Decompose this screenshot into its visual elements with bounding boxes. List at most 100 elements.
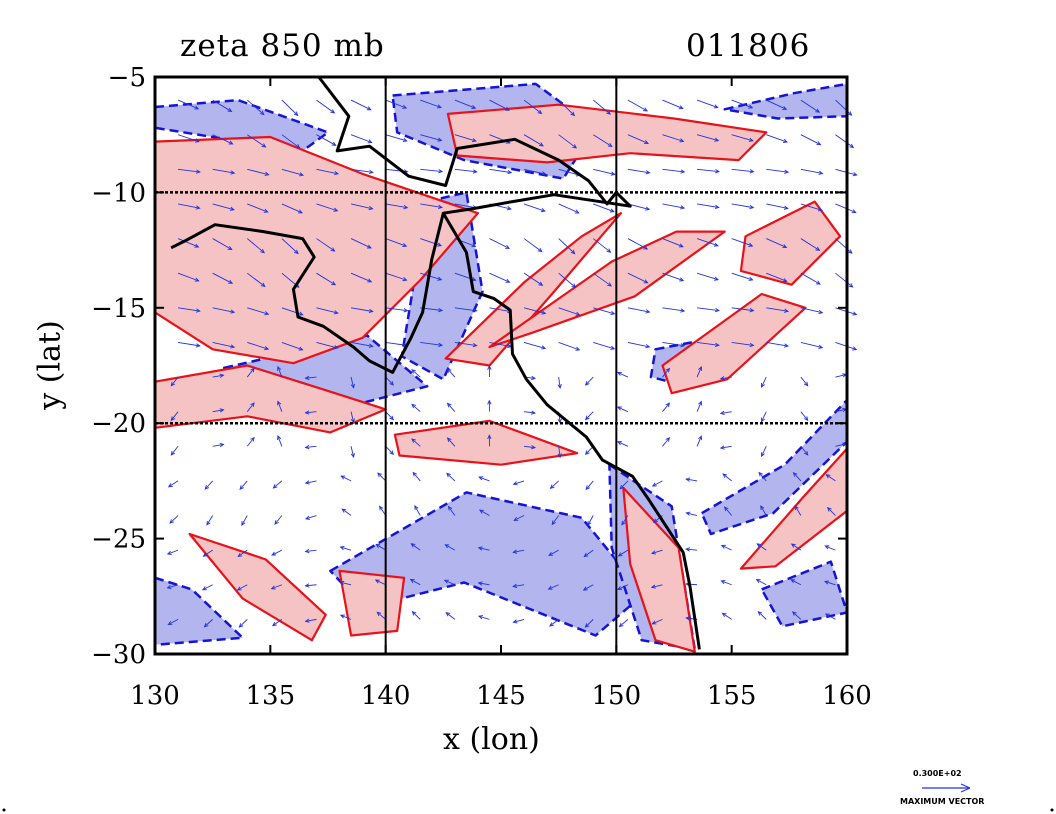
wind-vector-head	[538, 281, 544, 286]
wind-vector-head	[748, 137, 754, 142]
wind-vector	[523, 168, 546, 175]
wind-vector-head	[619, 484, 625, 490]
wind-vector-head	[584, 381, 590, 386]
wind-vector-head	[547, 585, 553, 590]
wind-vector	[350, 272, 372, 283]
wind-vector-head	[784, 308, 790, 313]
wind-vector-head	[238, 623, 244, 628]
wind-vector	[558, 446, 561, 458]
axis-ticks	[154, 76, 848, 655]
wind-vector	[835, 408, 847, 413]
wind-vector	[766, 307, 789, 312]
wind-vector-head	[643, 245, 649, 250]
wind-vector	[724, 506, 733, 516]
positive-vorticity-contour	[446, 103, 768, 164]
wind-vector-head	[761, 417, 765, 423]
wind-vector	[731, 238, 753, 247]
wind-vector-head	[616, 441, 622, 446]
wind-vector-head	[537, 109, 543, 115]
wind-vector-head	[685, 477, 691, 482]
wind-vector-head	[368, 308, 374, 314]
wind-vector-head	[680, 308, 686, 313]
wind-vector	[825, 545, 836, 551]
wind-vector	[478, 615, 490, 620]
wind-vector-head	[376, 611, 382, 617]
wind-vector-head	[339, 614, 345, 619]
wind-vector	[585, 376, 594, 386]
wind-vector	[835, 238, 853, 254]
wind-vector	[549, 619, 559, 627]
wind-vector-head	[749, 342, 755, 348]
wind-vector	[350, 238, 372, 249]
wind-vector-head	[304, 480, 310, 485]
wind-vector	[448, 506, 456, 516]
wind-vector-head	[782, 105, 788, 110]
wind-vector	[587, 515, 594, 526]
wind-vector-head	[685, 616, 691, 621]
wind-vector-head	[166, 550, 172, 555]
wind-vector	[316, 341, 338, 349]
wind-vector-head	[616, 371, 622, 376]
wind-vector	[761, 411, 767, 422]
wind-vector-head	[304, 618, 310, 623]
wind-vector	[454, 134, 477, 142]
wind-vector-head	[389, 450, 394, 455]
wind-vector	[722, 612, 732, 620]
wind-vector-head	[411, 610, 417, 616]
wind-vector	[593, 341, 615, 350]
wind-vector-head	[757, 611, 763, 616]
wind-vector-head	[818, 309, 824, 315]
wind-vector-head	[477, 581, 483, 586]
wind-vector-head	[411, 438, 416, 443]
wind-vector-head	[472, 342, 478, 348]
negative-vorticity-contour	[153, 576, 244, 647]
wind-vector	[489, 99, 510, 111]
wind-vector-head	[264, 171, 270, 176]
wind-vector	[204, 619, 213, 628]
wind-vector	[274, 515, 283, 525]
wind-vector	[247, 168, 269, 176]
wind-vector-head	[606, 110, 612, 115]
y-axis-label: y (lat)	[32, 320, 68, 410]
wind-vector	[246, 272, 266, 287]
wind-vector-head	[350, 452, 355, 458]
wind-vector-head	[616, 406, 622, 411]
wind-vector-head	[402, 277, 408, 282]
wind-vector-head	[402, 137, 408, 143]
wind-vector-head	[760, 505, 765, 511]
wind-vector	[558, 376, 561, 389]
wind-vector-head	[507, 169, 513, 175]
wind-vector-head	[685, 547, 691, 552]
x-tick-label: 140	[361, 681, 411, 711]
wind-vector-head	[650, 550, 657, 555]
wind-vector-head	[446, 472, 451, 478]
wind-vector-head	[851, 209, 857, 214]
wind-vector	[168, 480, 179, 488]
wind-vector	[662, 341, 685, 347]
wind-vector	[619, 480, 629, 490]
wind-vector-head	[367, 139, 373, 144]
wind-vector-head	[204, 485, 210, 490]
wind-vector-head	[339, 580, 345, 586]
wind-vector	[272, 619, 283, 626]
wind-vector	[824, 581, 836, 586]
wind-vector	[239, 619, 248, 628]
wind-vector-head	[366, 244, 372, 249]
wind-vector-head	[849, 143, 855, 149]
wind-vector-head	[848, 283, 854, 288]
wind-vector-head	[678, 243, 684, 248]
wind-vector-head	[557, 383, 562, 389]
wind-vector	[513, 618, 525, 623]
wind-vector-head	[477, 546, 483, 551]
wind-vector	[696, 435, 702, 447]
wind-vector	[212, 374, 224, 378]
wind-vector-head	[531, 445, 537, 450]
wind-vector-head	[818, 344, 824, 349]
wind-vector	[617, 372, 629, 378]
wind-vector-head	[412, 471, 418, 477]
wind-vector-head	[294, 249, 299, 255]
y-tick-label: −15	[91, 294, 146, 324]
wind-vector	[479, 509, 490, 516]
wind-vector-head	[194, 277, 200, 282]
wind-vector	[731, 99, 753, 109]
